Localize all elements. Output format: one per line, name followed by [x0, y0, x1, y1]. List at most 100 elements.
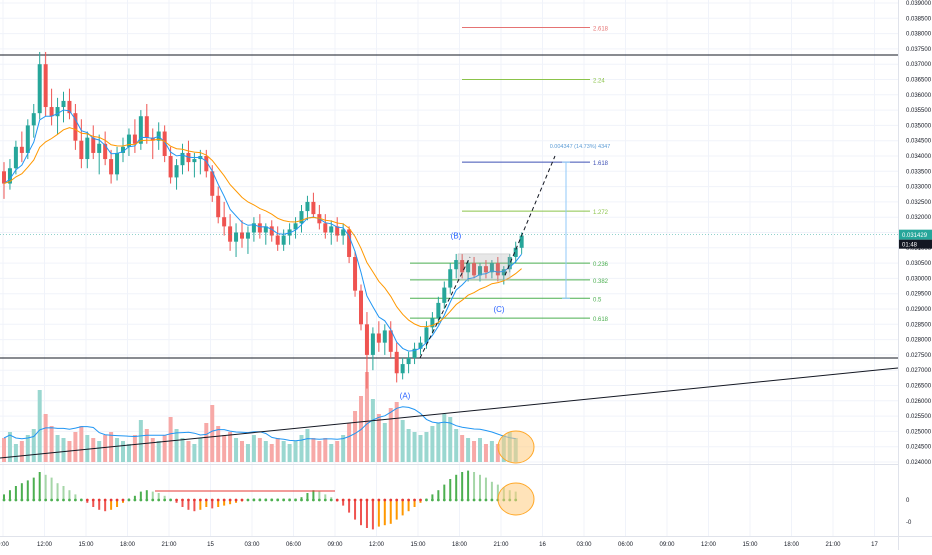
oscillator-zero-dot — [276, 498, 280, 502]
volume-bar — [394, 402, 399, 462]
fib-level-label: 0.5 — [593, 297, 602, 303]
oscillator-zero-dot — [74, 498, 77, 502]
price-tick-label: 0.037500 — [906, 47, 932, 53]
volume-bar — [460, 435, 465, 462]
candle-body — [359, 290, 363, 325]
countdown-tag: 01:48 — [902, 243, 918, 249]
oscillator-zero-dot — [359, 498, 363, 502]
price-tick-label: 0.027000 — [906, 368, 932, 374]
volume-bar — [257, 438, 262, 462]
volume-bar — [483, 444, 488, 462]
candle-body — [513, 247, 518, 257]
time-tick-label: 18:00 — [452, 542, 468, 548]
oscillator-zero-dot — [395, 498, 399, 502]
price-tick-label: 0.026000 — [906, 399, 932, 405]
price-tick-label: 0.030000 — [906, 276, 932, 282]
oscillator-zero-dot — [300, 498, 303, 502]
price-tick-label: 0.039000 — [906, 1, 932, 7]
annotations[interactable]: (A) (B) (C) — [400, 155, 556, 401]
oscillator-zero-dot — [490, 498, 494, 502]
candle-body — [19, 146, 24, 153]
price-tick-label: 0.036500 — [906, 78, 932, 84]
volume-bar — [495, 444, 500, 462]
fib-level-label: 2.24 — [593, 79, 605, 85]
price-tick-label: 0.031000 — [906, 246, 932, 252]
time-tick-label: 03:00 — [576, 542, 592, 548]
oscillator-zero-dot — [204, 498, 208, 502]
volume-bar — [436, 423, 441, 462]
oscillator-zero-dot — [157, 498, 161, 502]
candle-body — [85, 137, 90, 160]
price-tick-label: 0.035000 — [906, 123, 932, 129]
volume-bar — [341, 435, 346, 462]
candle-body — [13, 146, 18, 169]
oscillator-zero-dot — [335, 498, 339, 502]
oscillator-zero-dot — [234, 498, 238, 502]
candle-body — [442, 287, 447, 303]
oscillator-zero-dot — [26, 498, 30, 502]
fib-level-label: 1.618 — [593, 161, 609, 167]
time-tick-label: 21:00 — [493, 542, 509, 548]
time-tick-label: 15:00 — [742, 542, 758, 548]
time-tick-label: 09:00 — [327, 542, 343, 548]
countdown-tag-bg — [899, 239, 932, 249]
oscillator-zero-dot — [240, 498, 244, 502]
candle-body — [240, 232, 244, 239]
candle-body — [210, 171, 215, 196]
price-axis[interactable]: 0.039000 0.038500 0.038000 0.037500 0.037000… — [906, 1, 932, 526]
oscillator-zero-dot — [442, 498, 446, 502]
volume-bar — [103, 435, 108, 462]
oscillator-zero-dot — [383, 498, 387, 502]
candle-body — [257, 223, 262, 233]
time-tick-label: 15:00 — [410, 542, 426, 548]
time-tick-label: 9:00 — [0, 542, 9, 548]
oscillator-zero-dot — [8, 498, 12, 502]
rising-trendline — [0, 367, 899, 459]
oscillator-zero-dot — [401, 498, 405, 502]
volume-bar — [204, 423, 209, 462]
candle-body — [376, 333, 381, 343]
time-tick-label: 15 — [207, 542, 214, 548]
candle-body — [192, 159, 197, 163]
oscillator-zero-dot — [454, 498, 458, 502]
price-tick-label: 0.028500 — [906, 322, 932, 328]
volume-bar — [430, 426, 435, 462]
volume-bar — [55, 435, 60, 462]
candle-body — [73, 113, 78, 141]
candle-body — [97, 143, 102, 153]
price-tick-label: 0.024500 — [906, 445, 932, 451]
candle-body — [418, 342, 423, 349]
candle-body — [400, 364, 405, 374]
candle-body — [251, 223, 256, 233]
oscillator-zero-dot — [317, 498, 321, 502]
oscillator-zero-dot — [175, 498, 178, 502]
wave-label-c: (C) — [493, 305, 504, 314]
candle-body — [132, 134, 137, 144]
candle-body — [204, 156, 209, 172]
measure-label: 0.004347 (14.73%) 4347 — [550, 144, 611, 150]
volume-bar — [353, 411, 358, 462]
volume-bar — [13, 444, 18, 462]
candle-body — [478, 266, 482, 276]
candle-body — [67, 100, 72, 114]
osc-tick-label: -0 — [906, 520, 912, 526]
price-tick-label: 0.025000 — [906, 429, 932, 435]
oscillator-zero-dot — [222, 498, 226, 502]
volume-bar — [156, 441, 161, 462]
volume-bar — [115, 438, 120, 462]
candle-body — [412, 348, 417, 358]
candle-body — [222, 217, 227, 227]
oscillator-zero-dot — [103, 498, 107, 502]
oscillator-zero-dot — [377, 498, 381, 502]
volume-bar — [19, 441, 24, 462]
fib-level-label: 0.236 — [593, 262, 609, 268]
time-tick-label: 18:00 — [120, 542, 136, 548]
volume-bar — [228, 432, 233, 462]
oscillator-zero-dot — [145, 498, 149, 502]
candle-body — [37, 64, 42, 114]
oscillator-zero-dot — [312, 498, 315, 502]
time-axis[interactable]: 9:00 12:00 15:00 18:00 21:00 15 03:00 06:00 09:0… — [0, 542, 878, 548]
oscillator-zero-dot — [371, 498, 375, 502]
